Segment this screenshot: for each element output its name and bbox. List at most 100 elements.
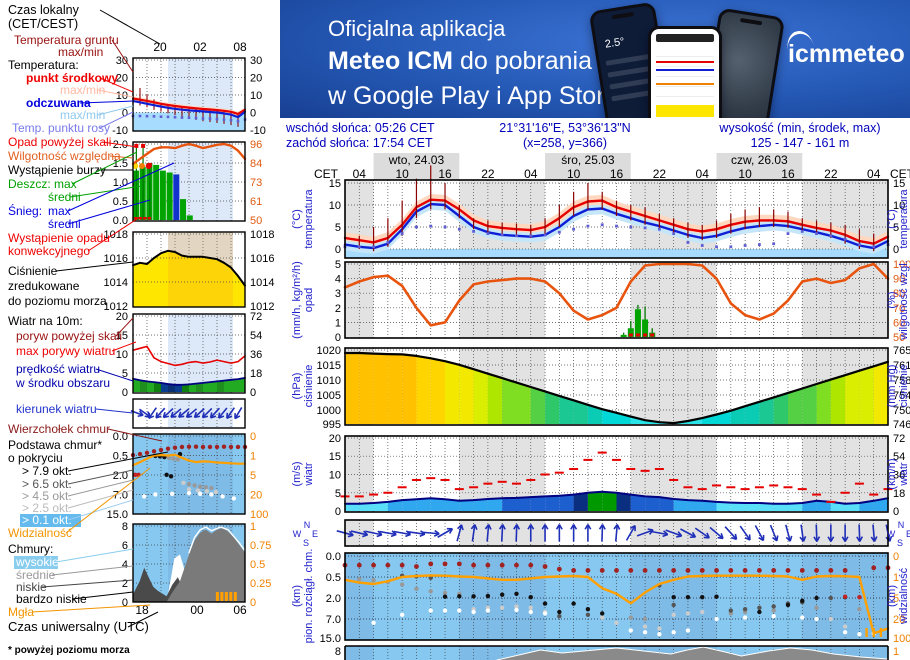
legend-label: Wystąpienie opadu [8,231,110,245]
legend-label: Czas uniwersalny (UTC) [8,619,149,634]
svg-text:(°C): (°C) [291,209,303,229]
svg-text:0.25: 0.25 [250,578,271,590]
svg-text:5: 5 [893,593,899,605]
svg-text:84: 84 [250,158,262,170]
altitude-values: 125 - 147 - 161 m [750,135,850,150]
svg-text:1000: 1000 [317,405,341,417]
svg-text:3: 3 [335,288,341,300]
icmmeteo-logo[interactable]: icmmeteoM° [784,28,910,69]
svg-text:100: 100 [250,509,268,521]
svg-text:1: 1 [335,317,341,329]
legend-label: średnie [16,568,56,582]
legend-label: max/min [60,83,105,97]
legend-label: odczuwana [26,96,91,110]
svg-text:746: 746 [893,419,910,431]
app-banner[interactable]: Oficjalna aplikacja Meteo ICM do pobrani… [280,0,910,118]
svg-text:pion. rozciągł. chm.: pion. rozciągł. chm. [303,549,315,644]
svg-text:08: 08 [233,40,247,54]
svg-text:5: 5 [335,222,341,234]
legend-label: > 4.5 okt. [22,489,72,503]
svg-text:8: 8 [335,646,341,658]
svg-text:20: 20 [329,433,341,445]
svg-text:opad: opad [303,288,315,312]
svg-text:30: 30 [116,55,128,67]
svg-text:-10: -10 [250,125,266,137]
preview-clouds: 8 6 4 2 0 1 0.75 0.5 0.25 0 [122,521,272,609]
svg-text:36: 36 [893,470,905,482]
svg-text:5: 5 [122,368,128,380]
banner-app-name: Meteo ICM [328,47,453,76]
svg-text:758: 758 [893,375,910,387]
svg-text:0: 0 [122,597,128,609]
svg-text:00: 00 [190,603,204,617]
legend-label: > 0.1 okt. [22,513,72,527]
svg-text:10: 10 [116,349,128,361]
svg-text:(mm/h, kg/m²/h): (mm/h, kg/m²/h) [291,261,303,339]
legend-label: Podstawa chmur* [8,438,102,452]
svg-text:5: 5 [893,222,899,234]
svg-text:1: 1 [250,451,256,463]
banner-text: Oficjalna aplikacja Meteo ICM do pobrani… [328,14,618,113]
svg-text:śro, 25.03: śro, 25.03 [561,153,615,167]
legend-label: max/min [60,108,105,122]
svg-text:8: 8 [122,521,128,533]
legend-label: poryw powyżej skali [16,329,122,343]
svg-text:995: 995 [323,419,341,431]
svg-text:1015: 1015 [317,360,341,372]
svg-text:96: 96 [250,139,262,151]
legend-label: średni [48,190,81,204]
svg-text:1012: 1012 [250,301,274,313]
phone-topbar [656,34,714,42]
svg-text:16: 16 [610,167,624,181]
svg-text:15: 15 [329,451,341,463]
svg-text:(mm Hg): (mm Hg) [886,365,898,408]
legend-label: o pokryciu [8,451,63,465]
precipitation-panel: 5 4 3 2 1 0 100 90 80 70 60 50 [335,259,910,344]
svg-text:N: N [304,520,311,530]
legend-label: Czas lokalny [8,3,80,17]
svg-text:CET: CET [314,167,339,181]
svg-text:54: 54 [250,330,262,342]
svg-text:(m/s): (m/s) [291,461,303,486]
svg-text:15.0: 15.0 [107,509,128,521]
svg-text:2: 2 [122,578,128,590]
legend-label: Deszcz: max [8,177,77,191]
legend-label: kierunek wiatru [16,402,97,416]
legend-label: konwekcyjnego [8,244,90,258]
grid-xy-label: (x=258, y=366) [522,135,608,150]
svg-text:W: W [293,529,302,539]
svg-text:(km/h): (km/h) [886,458,898,489]
phone-chart-line-blue [656,69,714,71]
temperature-panel: 15 10 5 0 15 10 5 0 [329,165,905,259]
phone-notch-icon [611,11,634,20]
svg-text:N: N [898,520,905,530]
svg-text:54: 54 [893,451,905,463]
legend-label: prędkość wiatru [16,362,100,376]
svg-text:0.5: 0.5 [113,196,128,208]
preview-time-labels: 20 02 08 18 00 06 [135,40,247,617]
svg-text:1020: 1020 [317,345,341,357]
wind-direction-panel [336,519,893,547]
legend-label: > 7.9 okt. [22,464,72,478]
svg-text:72: 72 [250,311,262,323]
sunrise-label: wschód słońca: 05:26 CET [286,121,435,135]
preview-pressure: 1018 1016 1014 1012 1018 1016 1014 1012 [104,229,275,313]
logo-text: icmmeteo [788,40,905,68]
svg-text:(hPa): (hPa) [291,373,303,400]
svg-text:2.0: 2.0 [113,470,128,482]
legend-label: Widzialność [8,526,72,540]
svg-text:10: 10 [329,200,341,212]
svg-text:0: 0 [335,506,341,518]
svg-text:ciśnienie: ciśnienie [898,365,910,408]
legend-label: max [48,204,71,218]
svg-text:06: 06 [233,603,247,617]
pressure-panel: 1020 1015 1010 1005 1000 995 765 761 758 754 750 74… [317,345,910,431]
svg-text:S: S [897,538,903,548]
svg-text:1016: 1016 [250,253,274,265]
legend-label: * powyżej poziomu morza [8,645,130,656]
svg-text:10: 10 [329,470,341,482]
location-info: 21°31'16"E, 53°36'13"N (x=258, y=366) [440,121,690,151]
svg-text:70: 70 [893,303,905,315]
phone-chart-line-red [656,61,714,63]
